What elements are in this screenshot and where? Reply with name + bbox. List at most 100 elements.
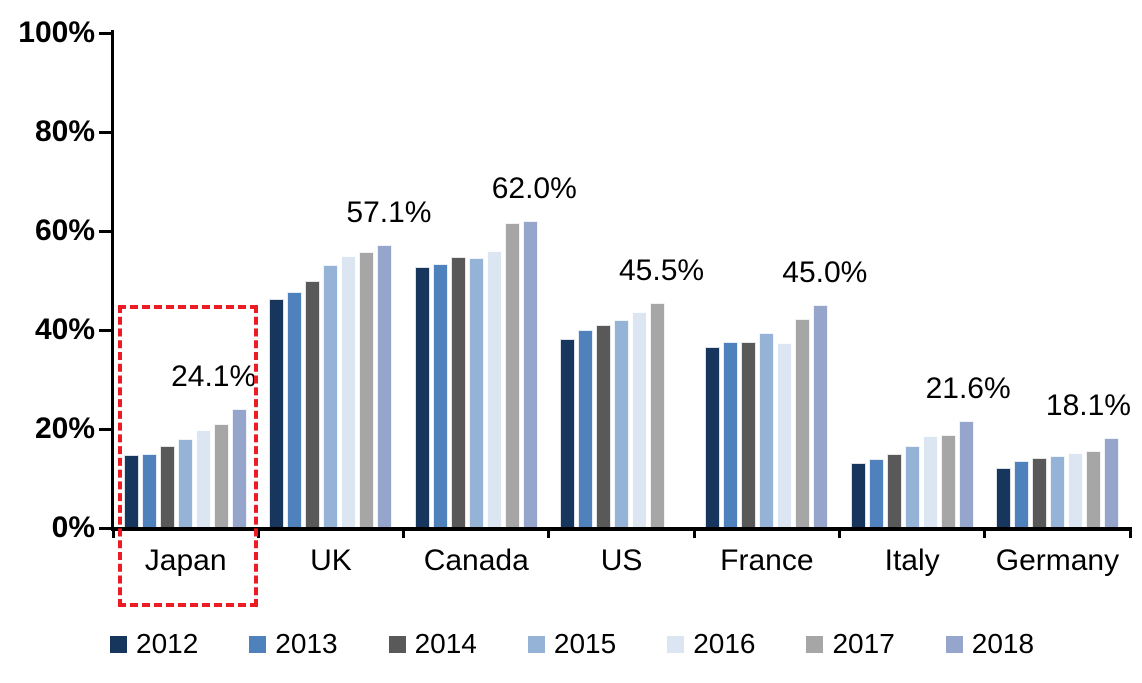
y-axis-tick xyxy=(99,131,113,134)
x-axis-category-label: France xyxy=(720,544,814,577)
bar-france-2018 xyxy=(813,305,829,528)
data-label-japan: 24.1% xyxy=(171,359,257,393)
bar-us-2016 xyxy=(632,312,648,528)
bar-uk-2018 xyxy=(377,245,393,528)
legend-label: 2018 xyxy=(971,628,1035,659)
bar-france-2015 xyxy=(759,333,775,528)
x-axis-tick xyxy=(256,528,260,538)
bar-us-2017 xyxy=(650,302,666,528)
legend-swatch-icon xyxy=(945,635,963,653)
y-axis-tick-label: 0% xyxy=(51,511,95,544)
bar-canada-2016 xyxy=(486,250,502,528)
bar-uk-2014 xyxy=(305,280,321,528)
x-axis-tick xyxy=(838,528,841,538)
y-axis-tick-label: 60% xyxy=(34,214,95,247)
x-axis-tick xyxy=(692,528,696,538)
x-axis-tick xyxy=(547,528,551,538)
bar-uk-2015 xyxy=(323,264,339,528)
x-axis-category-label: Canada xyxy=(423,544,529,577)
legend-item-2016: 2016 xyxy=(667,630,755,658)
bar-uk-2013 xyxy=(287,291,303,528)
bar-us-2013 xyxy=(578,330,594,528)
bar-france-2013 xyxy=(723,342,739,528)
legend-swatch-icon xyxy=(249,635,267,653)
bar-germany-2014 xyxy=(1031,458,1047,528)
y-axis-line xyxy=(111,30,114,530)
bar-italy-2013 xyxy=(868,459,884,528)
bar-italy-2017 xyxy=(940,434,956,528)
bar-us-2014 xyxy=(596,325,612,528)
bar-us-2015 xyxy=(614,320,630,528)
bar-italy-2016 xyxy=(922,435,938,528)
legend-label: 2017 xyxy=(832,628,895,659)
x-axis-tick xyxy=(111,528,115,538)
legend-item-2012: 2012 xyxy=(110,630,198,658)
data-label-us: 45.5% xyxy=(619,253,705,287)
chart-legend: 2012 2013 2014 2015 2016 2017 2018 xyxy=(110,630,1034,658)
bar-italy-2015 xyxy=(904,445,920,528)
legend-item-2018: 2018 xyxy=(945,628,1035,659)
legend-item-2015: 2015 xyxy=(527,628,617,659)
x-axis-tick xyxy=(1128,528,1132,538)
y-axis-tick-label: 80% xyxy=(34,115,95,148)
bar-canada-2014 xyxy=(450,257,466,528)
legend-item-2014: 2014 xyxy=(388,628,477,659)
legend-label: 2014 xyxy=(414,628,477,659)
x-axis-tick xyxy=(983,528,987,538)
y-axis-tick xyxy=(99,428,113,431)
bar-france-2014 xyxy=(741,342,757,528)
legend-swatch-icon xyxy=(806,635,824,653)
bar-canada-2018 xyxy=(522,221,538,528)
x-axis-category-label: Italy xyxy=(884,544,940,577)
legend-item-2017: 2017 xyxy=(806,628,895,659)
bar-france-2012 xyxy=(705,347,721,528)
bar-canada-2013 xyxy=(432,264,448,528)
bar-france-2017 xyxy=(795,318,811,528)
bar-germany-2016 xyxy=(1067,452,1083,528)
data-label-uk: 57.1% xyxy=(346,196,432,230)
y-axis-tick xyxy=(99,32,113,35)
bar-italy-2018 xyxy=(958,421,974,528)
legend-label: 2015 xyxy=(553,628,617,659)
bar-us-2012 xyxy=(560,338,576,528)
x-axis-category-label: Germany xyxy=(995,544,1120,577)
bar-germany-2012 xyxy=(995,467,1011,528)
bar-canada-2017 xyxy=(504,222,520,528)
legend-swatch-icon xyxy=(110,635,127,653)
data-label-italy: 21.6% xyxy=(925,372,1011,406)
bar-germany-2017 xyxy=(1085,450,1101,528)
data-label-france: 45.0% xyxy=(782,256,868,290)
data-label-germany: 18.1% xyxy=(1045,389,1131,423)
bar-canada-2012 xyxy=(414,266,430,528)
x-axis-category-label: US xyxy=(600,544,643,577)
x-axis-line xyxy=(111,527,1132,531)
y-axis-tick xyxy=(99,230,113,233)
bar-germany-2018 xyxy=(1103,438,1119,528)
japan-highlight-box xyxy=(118,305,258,607)
bar-italy-2014 xyxy=(886,453,902,528)
bar-uk-2012 xyxy=(269,298,285,528)
legend-label: 2012 xyxy=(136,628,199,659)
bar-italy-2012 xyxy=(850,462,866,528)
bar-canada-2015 xyxy=(468,258,484,528)
legend-label: 2013 xyxy=(275,628,338,659)
bar-germany-2013 xyxy=(1013,460,1029,528)
y-axis-tick-label: 100% xyxy=(18,16,95,49)
x-axis-tick xyxy=(402,528,406,538)
legend-item-2013: 2013 xyxy=(249,628,338,659)
bar-germany-2015 xyxy=(1049,456,1065,528)
x-axis-category-label: UK xyxy=(310,544,352,577)
legend-label: 2016 xyxy=(693,628,756,659)
data-label-canada: 62.0% xyxy=(491,172,577,206)
bar-uk-2016 xyxy=(341,255,357,528)
y-axis-tick-label: 40% xyxy=(34,313,95,346)
bar-uk-2017 xyxy=(359,252,375,528)
legend-swatch-icon xyxy=(388,635,406,653)
y-axis-tick xyxy=(99,329,113,332)
legend-swatch-icon xyxy=(667,635,685,653)
x-axis-category-label: Japan xyxy=(144,544,227,577)
y-axis-tick xyxy=(99,527,113,530)
bar-france-2016 xyxy=(777,343,793,528)
y-axis-tick-label: 20% xyxy=(34,412,95,445)
